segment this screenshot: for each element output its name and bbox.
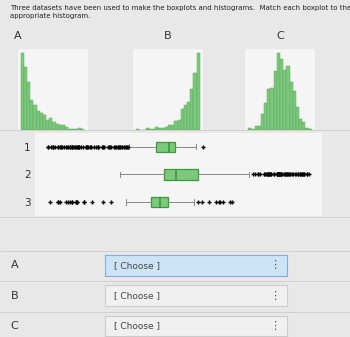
Bar: [251, 129, 254, 130]
Bar: [33, 105, 37, 130]
Bar: [302, 122, 306, 130]
Text: ⋮: ⋮: [268, 261, 280, 270]
Bar: [171, 125, 174, 130]
Bar: [187, 102, 190, 130]
Bar: [65, 127, 68, 130]
Bar: [49, 118, 52, 130]
Bar: [254, 126, 258, 130]
Bar: [181, 109, 184, 130]
Bar: [155, 127, 159, 130]
Bar: [293, 91, 296, 130]
Bar: [46, 120, 49, 130]
Text: Three datasets have been used to make the boxplots and histograms.  Match each b: Three datasets have been used to make th…: [10, 5, 350, 19]
PathPatch shape: [151, 197, 168, 207]
Bar: [289, 82, 293, 130]
Bar: [146, 128, 149, 130]
Bar: [52, 122, 56, 130]
Bar: [309, 129, 312, 130]
Bar: [194, 73, 197, 130]
Bar: [274, 71, 277, 130]
Bar: [299, 119, 302, 130]
Bar: [197, 53, 200, 130]
Text: B: B: [164, 31, 172, 41]
Bar: [40, 113, 43, 130]
Bar: [72, 129, 75, 130]
Text: A: A: [10, 261, 18, 270]
Text: C: C: [276, 31, 284, 41]
Bar: [56, 124, 59, 130]
Bar: [168, 125, 171, 130]
Bar: [24, 67, 27, 130]
Bar: [258, 126, 261, 130]
Bar: [43, 115, 46, 130]
Text: [ Choose ]: [ Choose ]: [114, 321, 160, 331]
Bar: [165, 127, 168, 130]
PathPatch shape: [156, 142, 175, 152]
Text: C: C: [10, 321, 18, 331]
Bar: [159, 128, 162, 130]
Text: ⋮: ⋮: [268, 291, 280, 301]
Bar: [286, 66, 289, 130]
Bar: [37, 111, 40, 130]
Bar: [21, 53, 24, 130]
Text: B: B: [10, 291, 18, 301]
Bar: [271, 88, 274, 130]
Bar: [280, 59, 283, 130]
Text: [ Choose ]: [ Choose ]: [114, 291, 160, 300]
Bar: [177, 120, 181, 130]
Bar: [184, 105, 187, 130]
Bar: [152, 129, 155, 130]
Text: A: A: [14, 31, 22, 41]
Text: ⋮: ⋮: [268, 321, 280, 331]
Bar: [248, 128, 251, 130]
Bar: [68, 129, 72, 130]
Bar: [27, 82, 30, 130]
Bar: [62, 125, 65, 130]
Bar: [277, 53, 280, 130]
Bar: [264, 103, 267, 130]
Text: [ Choose ]: [ Choose ]: [114, 261, 160, 270]
Bar: [261, 114, 264, 130]
Bar: [306, 128, 309, 130]
Bar: [75, 129, 78, 130]
Bar: [30, 100, 33, 130]
Bar: [149, 129, 152, 130]
Bar: [283, 70, 286, 130]
Bar: [267, 89, 271, 130]
Bar: [136, 129, 139, 130]
Bar: [59, 125, 62, 130]
Bar: [78, 128, 81, 130]
Bar: [81, 129, 84, 130]
Bar: [174, 121, 177, 130]
Bar: [162, 128, 165, 130]
Bar: [296, 107, 299, 130]
PathPatch shape: [164, 169, 198, 180]
Bar: [190, 89, 194, 130]
